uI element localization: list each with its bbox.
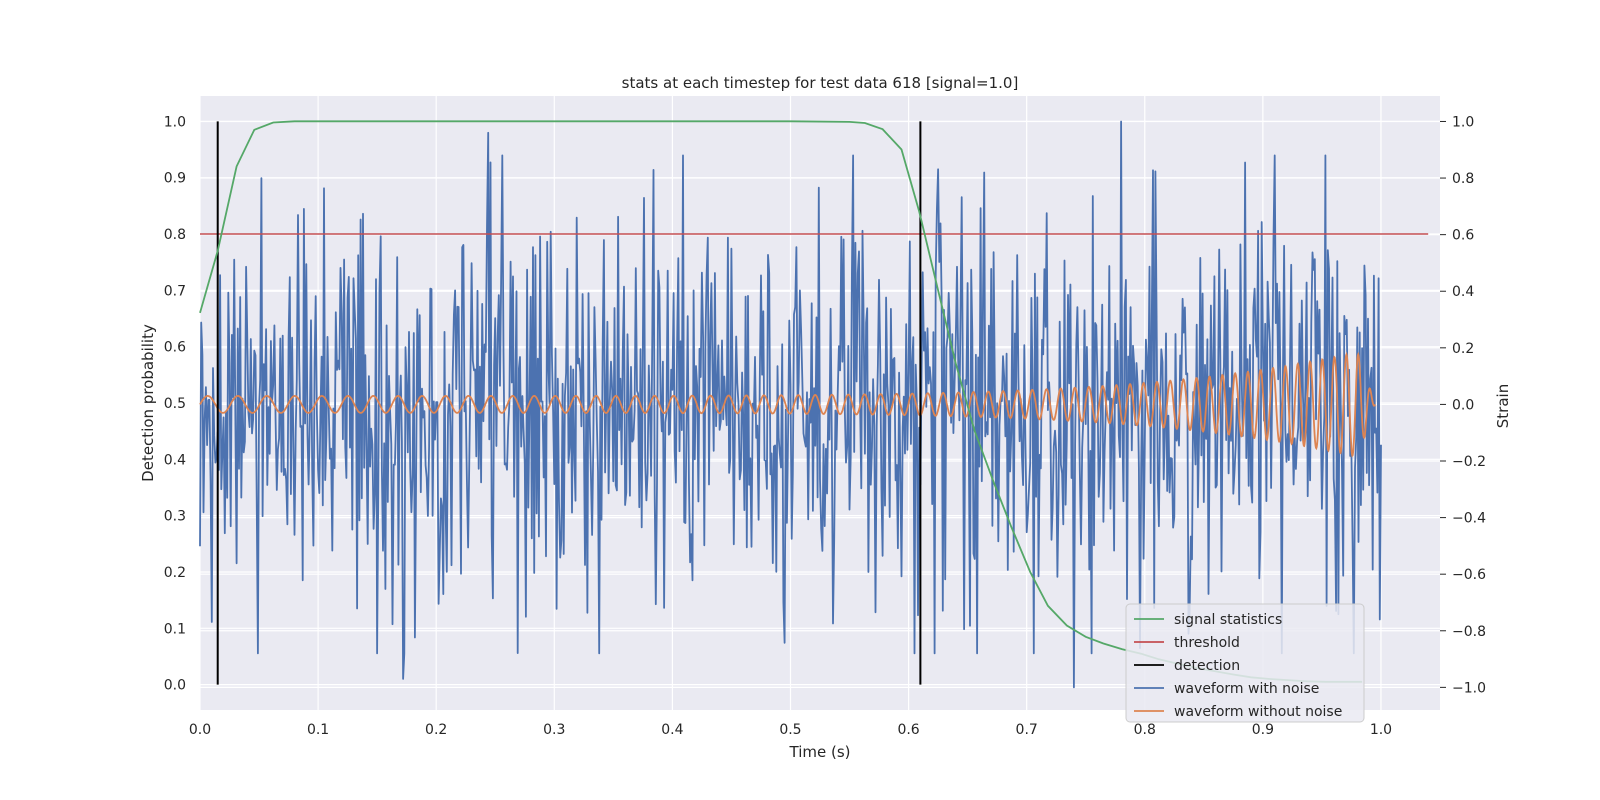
y-tick-label-right: 1.0 <box>1452 114 1474 130</box>
x-tick-label: 0.5 <box>779 722 801 738</box>
y-tick-label-left: 0.8 <box>164 227 186 243</box>
y-axis-title-right: Strain <box>1494 384 1512 428</box>
y-tick-label-right: −0.6 <box>1452 567 1486 583</box>
x-tick-label: 1.0 <box>1370 722 1392 738</box>
x-tick-label: 0.8 <box>1134 722 1156 738</box>
x-tick-label: 0.9 <box>1252 722 1274 738</box>
y-tick-label-right: 0.4 <box>1452 284 1474 300</box>
y-tick-label-left: 1.0 <box>164 114 186 130</box>
legend: signal statistics threshold detection wavef… <box>1125 603 1365 723</box>
legend-box <box>1125 603 1365 723</box>
x-tick-label: 0.7 <box>1016 722 1038 738</box>
y-tick-label-right: 0.2 <box>1452 341 1474 357</box>
y-tick-label-right: 0.6 <box>1452 228 1474 244</box>
x-tick-label: 0.6 <box>897 722 919 738</box>
x-axis-title: Time (s) <box>789 743 851 761</box>
y-tick-label-left: 0.4 <box>164 452 186 468</box>
waveform-without-noise-line <box>199 351 1376 458</box>
axes: 0.0 0.1 0.2 0.3 0.4 0.5 0.6 0.7 0.8 0.9 1.0 0.0 0.1 0… <box>164 114 1486 738</box>
legend-label: waveform without noise <box>1174 704 1342 720</box>
y-tick-label-right: 0.8 <box>1452 171 1474 187</box>
x-tick-label: 0.1 <box>307 722 329 738</box>
x-tick-label: 0.0 <box>189 722 211 738</box>
y-tick-label-right: −0.4 <box>1452 511 1486 527</box>
waveform-with-noise-line <box>199 120 1382 689</box>
x-tick-label: 0.3 <box>543 722 565 738</box>
y-tick-label-left: 0.6 <box>164 340 186 356</box>
y-tick-label-left: 0.1 <box>164 621 186 637</box>
legend-label: waveform with noise <box>1174 681 1319 697</box>
legend-label: detection <box>1174 658 1240 674</box>
legend-label: threshold <box>1174 635 1240 651</box>
y-axis-title-left: Detection probability <box>139 324 157 482</box>
y-tick-label-left: 0.3 <box>164 509 186 525</box>
y-tick-label-right: −0.2 <box>1452 454 1486 470</box>
y-tick-label-right: −0.8 <box>1452 624 1486 640</box>
y-tick-label-left: 0.0 <box>164 678 186 694</box>
y-tick-label-left: 0.9 <box>164 171 186 187</box>
y-tick-label-left: 0.5 <box>164 396 186 412</box>
y-tick-label-right: 0.0 <box>1452 397 1474 413</box>
y-tick-label-right: −1.0 <box>1452 680 1486 696</box>
x-tick-label: 0.2 <box>425 722 447 738</box>
chart-title: stats at each timestep for test data 618… <box>622 74 1019 92</box>
x-tick-label: 0.4 <box>661 722 683 738</box>
legend-label: signal statistics <box>1174 612 1282 628</box>
y-tick-label-left: 0.7 <box>164 283 186 299</box>
y-tick-label-left: 0.2 <box>164 565 186 581</box>
